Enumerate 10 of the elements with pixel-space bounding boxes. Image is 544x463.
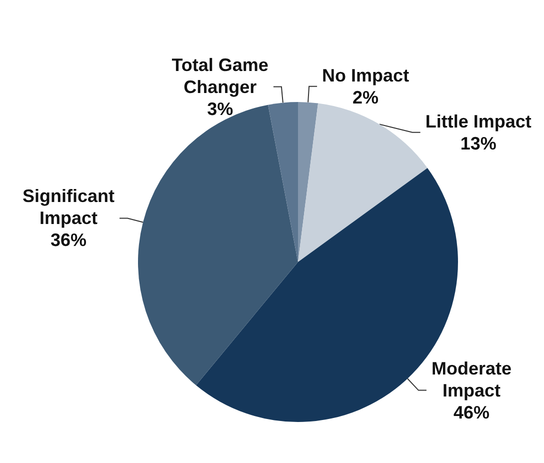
data-label: 3% <box>207 98 234 119</box>
data-label: 36% <box>50 230 87 250</box>
data-label: 2% <box>352 87 379 108</box>
data-label: 13% <box>460 133 496 154</box>
slice-label: Total Game Changer <box>172 54 268 97</box>
slice-label: No Impact <box>322 65 410 86</box>
slice-label: Moderate Impact <box>431 358 512 400</box>
slice-label: Significant Impact <box>22 186 115 228</box>
data-label: 46% <box>453 402 490 422</box>
slice-label: Little Impact <box>425 111 532 132</box>
